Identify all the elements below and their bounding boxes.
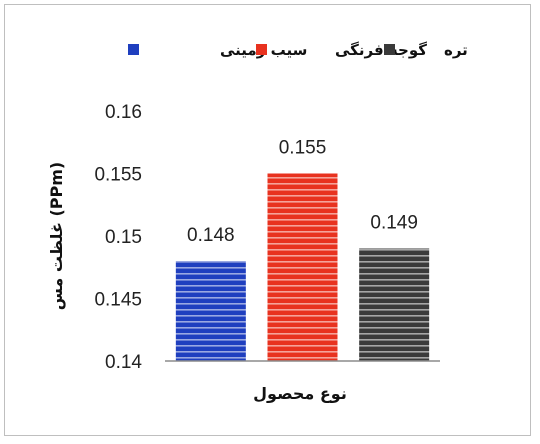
x-axis-title: نوع محصول [253,384,347,403]
data-labels: 0.148 0.155 0.149 [187,138,418,247]
bar [267,173,338,361]
bar [359,248,430,361]
y-tick-label: 0.15 [105,227,142,248]
y-tick-label: 0.14 [105,352,142,373]
data-label: 0.155 [279,138,327,159]
legend-label: تره [444,41,468,59]
y-tick-label: 0.155 [94,165,142,186]
legend-marker [256,44,267,55]
y-tick-label: 0.145 [94,290,142,311]
y-axis-ticks: 0.14 0.145 0.15 0.155 0.16 [94,102,142,373]
legend-marker [384,44,395,55]
legend: سیب زمینی گوجه فرنگی تره [128,41,468,59]
bar [175,261,246,361]
data-label: 0.148 [187,225,235,246]
data-label: 0.149 [370,213,418,234]
legend-marker [128,44,139,55]
y-tick-label: 0.16 [105,102,142,123]
y-axis-title: غلظت مس (PPm) [47,162,66,310]
legend-label: گوجه فرنگی [335,41,427,59]
bars [175,173,430,361]
